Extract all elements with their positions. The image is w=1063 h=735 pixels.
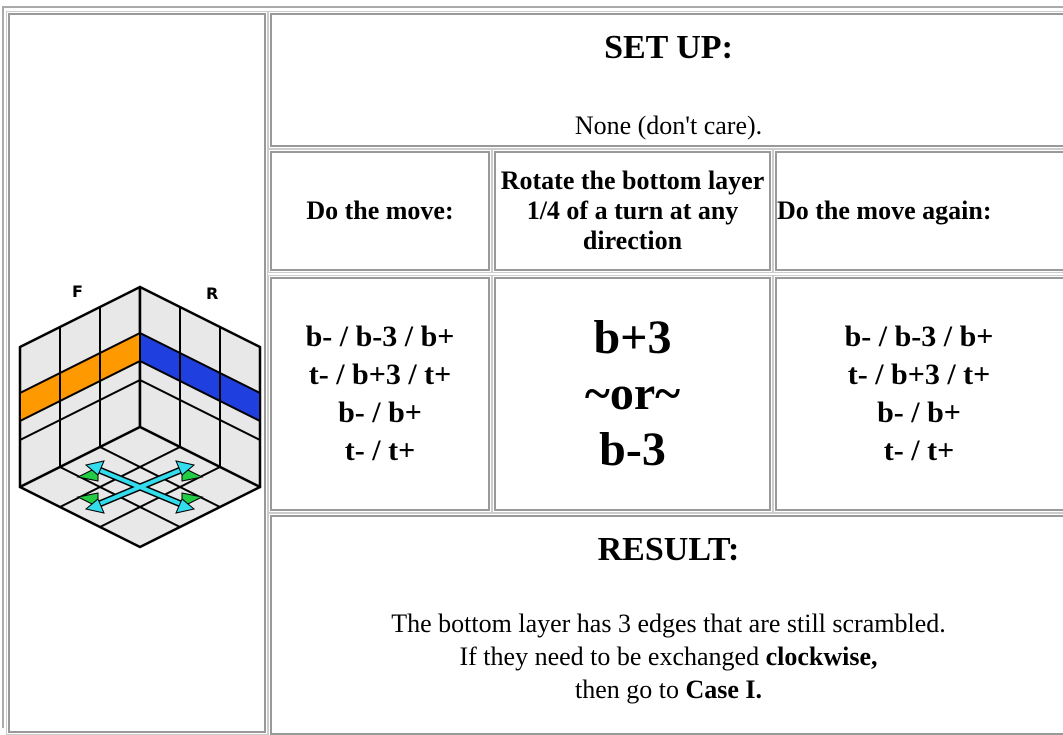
result-line: If they need to be exchanged clockwise,	[272, 640, 1063, 673]
setup-cell: SET UP: None (don't care).	[268, 11, 1063, 149]
move-line: b-3	[599, 423, 666, 476]
move-line: ~or~	[584, 367, 681, 420]
move-line: b- / b-3 / b+	[305, 320, 455, 353]
move-line: b- / b-3 / b+	[844, 320, 994, 353]
result-title: RESULT:	[597, 531, 740, 568]
setup-text: None (don't care).	[574, 111, 763, 140]
face-label: R	[206, 284, 218, 303]
moves-cell: b- / b-3 / b+ t- / b+3 / t+ b- / b+ t- / t+	[268, 275, 492, 513]
move-line: t- / t+	[344, 434, 416, 467]
face-label: F	[72, 282, 83, 301]
result-line: The bottom layer has 3 edges that are st…	[272, 607, 1063, 640]
header-cell: Rotate the bottom layer 1/4 of a turn at…	[492, 149, 773, 273]
header-cell: Do the move:	[268, 149, 492, 273]
outer-table	[2, 6, 1063, 728]
cube-diagram: F R	[18, 282, 262, 549]
result-line: then go to Case I.	[272, 673, 1063, 706]
moves-cell: b- / b-3 / b+ t- / b+3 / t+ b- / b+ t- / t+	[773, 275, 1063, 513]
page: F R SET UP: None (don't care). Do the mo…	[2, 6, 1063, 735]
result-lines: The bottom layer has 3 edges that are st…	[272, 607, 1063, 706]
move-line: b- / b+	[877, 396, 961, 429]
result-emphasis: Case I.	[685, 675, 763, 704]
result-text: then go to	[574, 675, 679, 704]
result-emphasis: clockwise,	[765, 642, 878, 671]
move-line: b+3	[593, 311, 672, 364]
header-text: Do the move again:	[777, 196, 992, 225]
header-text: Do the move:	[306, 196, 454, 225]
moves-cell: b+3 ~or~ b-3	[492, 275, 773, 513]
move-line: b- / b+	[338, 396, 422, 429]
move-line: t- / b+3 / t+	[847, 358, 991, 391]
header-cell: Do the move again:	[773, 149, 1063, 273]
header-text: Rotate the bottom layer 1/4 of a turn at…	[500, 166, 765, 255]
setup-title: SET UP:	[604, 29, 733, 66]
result-cell: RESULT: The bottom layer has 3 edges tha…	[268, 513, 1063, 735]
move-line: t- / b+3 / t+	[308, 358, 452, 391]
move-line: t- / t+	[883, 434, 955, 467]
result-text: If they need to be exchanged	[459, 642, 760, 671]
image-cell: F R	[6, 11, 268, 735]
result-text: The bottom layer has 3 edges that are st…	[391, 609, 946, 638]
